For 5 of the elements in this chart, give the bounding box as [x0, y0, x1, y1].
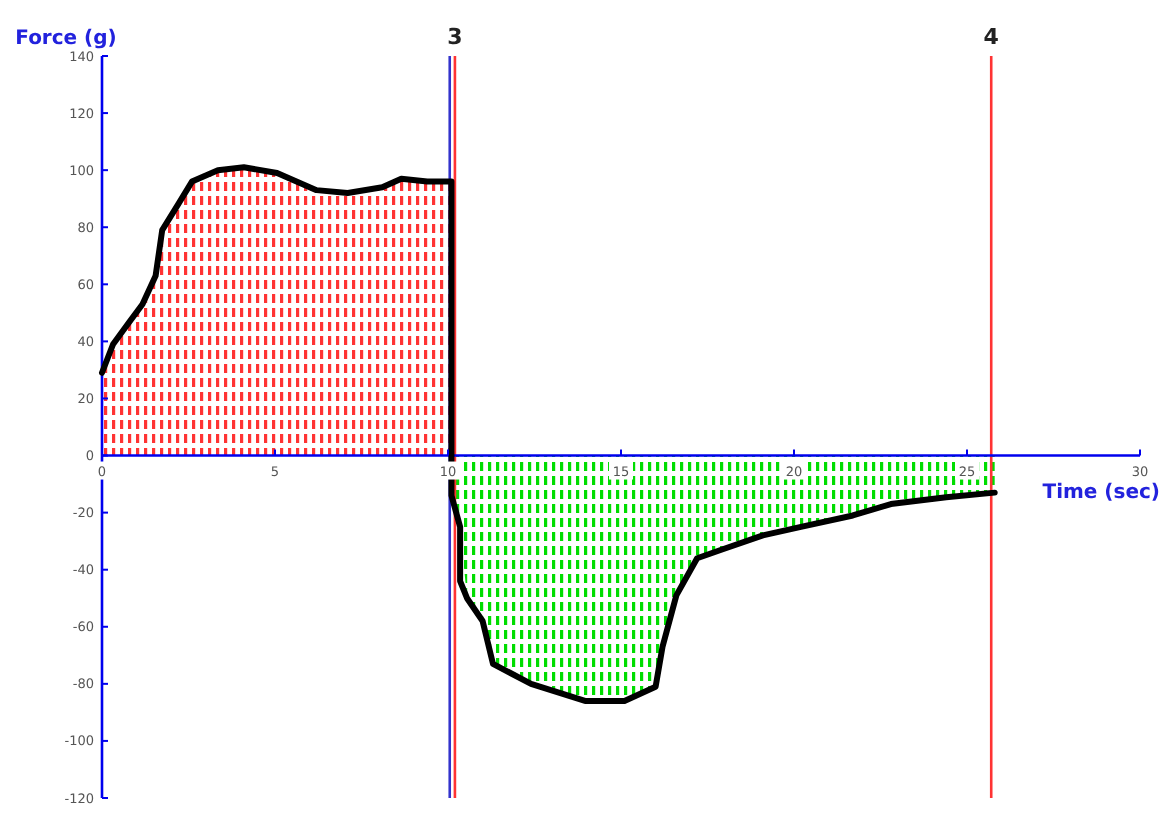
- annotation: 4: [983, 24, 1000, 50]
- line-series: [99, 164, 998, 704]
- y-axis-title: Force (g): [15, 28, 117, 50]
- x-axis-title: Time (sec): [1042, 481, 1160, 504]
- annotation: 3: [447, 24, 463, 50]
